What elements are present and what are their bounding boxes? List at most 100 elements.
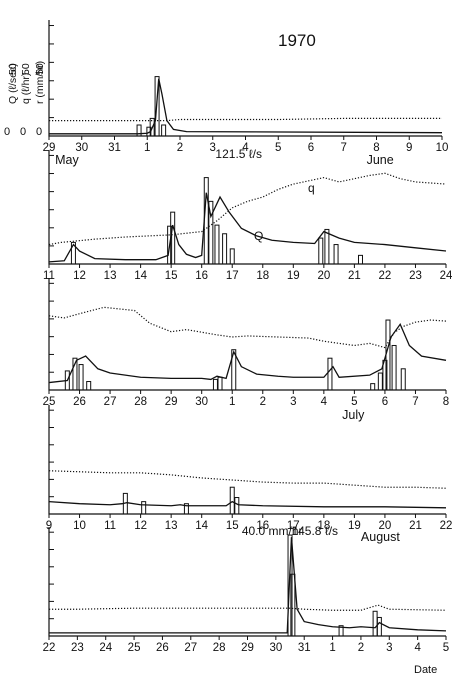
x-tick-label: 23 — [71, 642, 84, 654]
y-zero-label-Q: 0 — [4, 126, 10, 138]
rainfall-bar — [222, 233, 228, 265]
x-tick-label: 4 — [414, 642, 421, 654]
rainfall-bar — [287, 534, 293, 637]
series-Q-line — [48, 192, 447, 263]
x-tick-label: 18 — [317, 520, 330, 532]
rainfall-bar — [136, 124, 142, 137]
x-tick-label: 7 — [341, 142, 347, 154]
x-tick-label: 27 — [104, 396, 117, 408]
y-axis-label-q: q (ℓ/hr) — [20, 73, 32, 104]
panel-p2: 11 12 13 14 15 16 17 18 19 20 21 22 23 24 May June 121.5… — [43, 147, 452, 282]
rainfall-bar — [338, 625, 344, 637]
month-label: June — [367, 153, 394, 167]
x-tick-label: 2 — [260, 396, 266, 408]
x-tick-label: 23 — [409, 270, 422, 282]
month-label: August — [361, 530, 400, 544]
x-tick-label: 24 — [440, 270, 452, 282]
x-tick-label: 29 — [165, 396, 178, 408]
rainfall-bar — [372, 610, 378, 637]
series-label-q: q — [308, 181, 315, 195]
panel-axes — [48, 150, 446, 265]
rainfall-bar — [141, 501, 147, 515]
x-tick-label: 1 — [144, 142, 150, 154]
rainfall-bar — [183, 503, 189, 515]
x-tick-label: 12 — [134, 520, 147, 532]
rainfall-bar — [154, 76, 160, 137]
panel-p4: 9 10 11 12 13 14 15 16 17 18 19 20 21 22 July — [46, 405, 452, 532]
x-tick-label: 31 — [108, 142, 121, 154]
rainfall-bar — [161, 124, 167, 137]
series-Q-line — [48, 322, 447, 384]
series-q-line — [48, 470, 447, 489]
rainfall-bar — [327, 357, 333, 391]
x-tick-label: 26 — [156, 642, 169, 654]
x-tick-label: 5 — [351, 396, 357, 408]
x-tick-label: 10 — [73, 520, 86, 532]
series-Q-line — [49, 537, 447, 634]
rainfall-bar — [370, 383, 376, 391]
y-tick-label-Q: 50 — [7, 63, 19, 75]
x-tick-label: 19 — [348, 520, 361, 532]
month-label: May — [55, 153, 79, 167]
rainfall-bar — [333, 244, 339, 265]
x-tick-label: 29 — [43, 142, 56, 154]
x-tick-label: 16 — [195, 270, 208, 282]
rainfall-bar — [377, 372, 383, 391]
series-q-line — [49, 117, 442, 122]
x-tick-label: 13 — [165, 520, 178, 532]
peak-annotation: 40.0 mm/hr — [242, 524, 303, 538]
rainfall-bar — [149, 117, 155, 137]
x-tick-label: 8 — [443, 396, 449, 408]
month-label: July — [342, 408, 365, 422]
chart-title: 1970 — [278, 31, 316, 50]
rainfall-bar — [229, 486, 235, 515]
x-tick-label: 30 — [195, 396, 208, 408]
x-tick-label: 9 — [406, 142, 412, 154]
rainfall-bar — [231, 349, 237, 391]
x-tick-label: 2 — [177, 142, 183, 154]
x-tick-label: 6 — [308, 142, 314, 154]
y-tick-label-r: 50 — [34, 63, 46, 75]
rainfall-bar — [203, 177, 209, 265]
rainfall-bar — [78, 364, 84, 391]
rainfall-bar — [357, 254, 363, 265]
x-tick-label: 22 — [440, 520, 452, 532]
y-axis-label-r: r (mm/hr) — [34, 61, 46, 104]
x-tick-label: 15 — [165, 270, 178, 282]
rainfall-bar — [208, 200, 214, 265]
y-zero-label-q: 0 — [20, 126, 26, 138]
x-tick-label: 30 — [75, 142, 88, 154]
x-tick-label: 14 — [195, 520, 208, 532]
panel-p3: 25 26 27 28 29 30 1 2 3 4 5 6 7 8 — [43, 278, 449, 408]
series-q-line — [49, 604, 447, 611]
rainfall-bar — [167, 225, 173, 265]
x-tick-label: 28 — [213, 642, 226, 654]
x-tick-label: 15 — [226, 520, 239, 532]
rainfall-bar — [214, 224, 220, 265]
x-tick-label: 22 — [43, 642, 56, 654]
x-tick-label: 2 — [358, 642, 364, 654]
x-tick-label: 13 — [104, 270, 117, 282]
rainfall-bar — [70, 241, 76, 265]
x-tick-label: 8 — [373, 142, 379, 154]
rainfall-bar — [400, 368, 406, 391]
rainfall-bar — [86, 381, 92, 391]
x-tick-label: 3 — [210, 142, 216, 154]
rainfall-bar — [324, 228, 330, 265]
x-tick-label: 9 — [46, 520, 52, 532]
x-tick-label: 31 — [298, 642, 311, 654]
x-tick-label: 3 — [386, 642, 392, 654]
y-tick-label-q: 50 — [20, 63, 32, 75]
x-tick-label: 5 — [443, 642, 449, 654]
x-axis-label: Date — [414, 664, 437, 676]
series-Q-line — [49, 78, 443, 135]
rainfall-bar — [290, 573, 296, 637]
x-tick-label: 4 — [321, 396, 328, 408]
x-tick-label: 5 — [275, 142, 281, 154]
series-q-line — [48, 172, 447, 246]
x-tick-label: 17 — [287, 520, 300, 532]
rainfall-bar — [376, 616, 382, 637]
x-tick-label: 25 — [128, 642, 141, 654]
x-tick-label: 14 — [134, 270, 147, 282]
